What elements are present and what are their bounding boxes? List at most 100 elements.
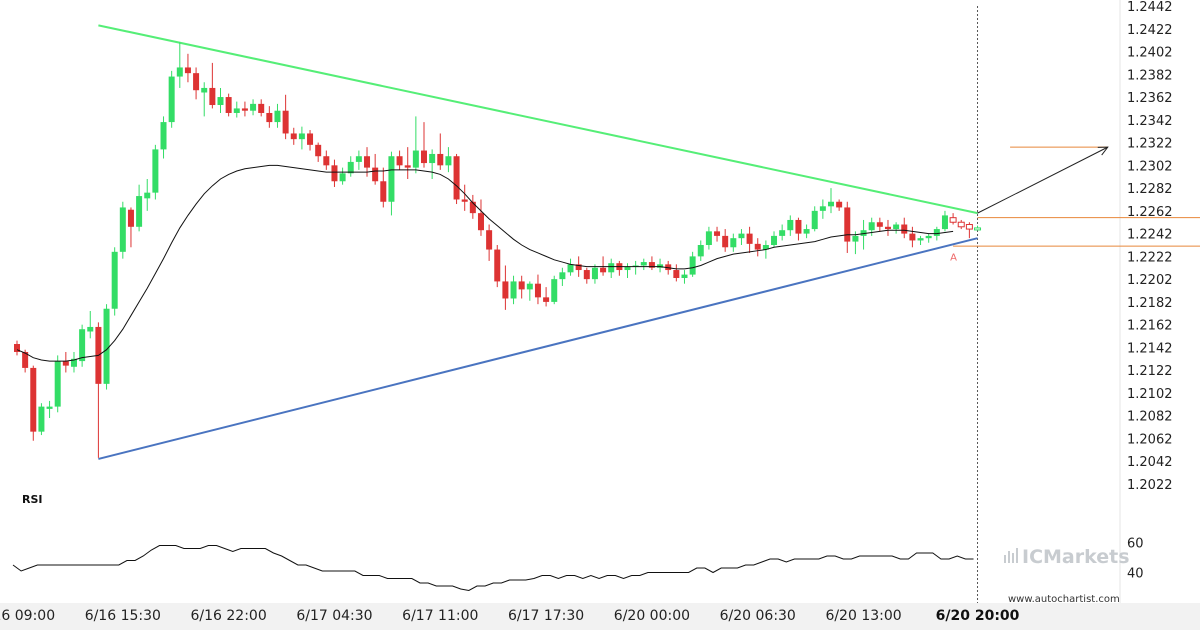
- candle-body: [477, 213, 484, 231]
- candle-body: [819, 206, 826, 211]
- projected-candles: [949, 213, 982, 239]
- arrow-head: [1097, 146, 1109, 156]
- candle-body: [209, 87, 216, 106]
- candle-body: [30, 367, 37, 432]
- candle-body: [583, 270, 590, 280]
- candle-body: [412, 150, 419, 168]
- candle-body: [290, 133, 297, 140]
- time-tick-label: 6/16 09:00: [0, 608, 55, 624]
- candle-body: [697, 245, 704, 257]
- candle-body: [201, 87, 208, 93]
- price-tick-label: 1.2262: [1127, 205, 1173, 220]
- time-tick-label: 6/16 15:30: [85, 608, 161, 624]
- rsi-tick-label: 60: [1127, 537, 1144, 552]
- price-tick-label: 1.2322: [1127, 137, 1173, 152]
- time-tick-label: 6/17 17:30: [508, 608, 584, 624]
- candle-body: [828, 201, 834, 207]
- resistance-line: [98, 24, 978, 215]
- rsi-panel: RSI 60 40: [12, 493, 1144, 592]
- candle-body: [526, 283, 533, 290]
- candle-body: [388, 156, 395, 202]
- candle-body: [429, 153, 436, 164]
- candle-body: [396, 156, 403, 166]
- candle-body: [665, 264, 672, 271]
- candle-body: [46, 406, 53, 409]
- candle-body: [119, 207, 126, 252]
- candle-body: [111, 251, 118, 309]
- candle-body: [160, 122, 167, 150]
- candle-body: [217, 97, 224, 106]
- candle-body: [274, 110, 281, 123]
- candle-body: [860, 230, 867, 236]
- candle-body: [453, 156, 460, 200]
- chart-bars-icon: [1004, 548, 1018, 563]
- time-tick-label: 6/17 04:30: [296, 608, 372, 624]
- candle-body: [258, 103, 265, 113]
- candle-body: [803, 229, 810, 234]
- price-axis: 1.2442 1.2422 1.2402 1.2382 1.2362 1.2342 1.23…: [1127, 0, 1173, 493]
- candle-body: [909, 233, 916, 241]
- candle-body: [298, 133, 305, 140]
- candle-body: [640, 262, 647, 266]
- candle-body: [518, 281, 525, 290]
- price-tick-label: 1.2142: [1127, 341, 1173, 356]
- candle-body: [754, 243, 761, 250]
- moving-average: [16, 164, 954, 362]
- candle-body: [38, 406, 45, 432]
- candle-body: [486, 230, 493, 250]
- projected-candle-body: [949, 217, 957, 223]
- candle-body: [14, 344, 20, 352]
- candle-body: [250, 103, 257, 111]
- price-tick-label: 1.2182: [1127, 296, 1173, 311]
- candle-body: [331, 165, 338, 182]
- candle-body: [925, 235, 932, 239]
- candle-body: [811, 210, 818, 230]
- candle-body: [746, 233, 753, 244]
- moving-average-line: [16, 164, 954, 362]
- price-tick-label: 1.2342: [1127, 114, 1173, 129]
- candle-body: [844, 207, 851, 242]
- candle-body: [941, 215, 948, 230]
- candle-body: [681, 274, 688, 279]
- candle-body: [624, 266, 631, 271]
- candle-body: [933, 229, 940, 236]
- candle-body: [771, 235, 778, 245]
- candle-body: [22, 351, 29, 368]
- candle-body: [347, 161, 354, 174]
- price-tick-label: 1.2302: [1127, 159, 1173, 174]
- breakout-arrow-line: [977, 146, 1108, 214]
- candle-body: [762, 245, 769, 250]
- candle-body: [404, 165, 411, 168]
- candle-body: [705, 231, 712, 245]
- candle-body: [233, 108, 240, 113]
- candle-body: [54, 361, 61, 407]
- price-tick-label: 1.2282: [1127, 182, 1173, 197]
- candle-body: [323, 156, 330, 166]
- time-tick-label: 6/17 11:00: [402, 608, 478, 624]
- candle-body: [225, 97, 232, 113]
- candle-body: [559, 272, 566, 280]
- candle-body: [779, 230, 786, 236]
- candle-body: [787, 219, 794, 231]
- candle-body: [355, 156, 362, 162]
- candle-body: [380, 181, 387, 202]
- price-tick-label: 1.2082: [1127, 410, 1173, 425]
- candle-body: [372, 167, 379, 182]
- time-tick-label: 6/20 06:30: [720, 608, 796, 624]
- candle-body: [364, 156, 371, 168]
- candle-body: [738, 233, 745, 239]
- candle-body: [144, 192, 151, 199]
- candle-body: [534, 283, 541, 298]
- price-tick-label: 1.2042: [1127, 455, 1173, 470]
- price-tick-label: 1.2062: [1127, 432, 1173, 447]
- rsi-label: RSI: [22, 493, 43, 506]
- candle-body: [339, 173, 346, 182]
- candle-body: [315, 144, 322, 157]
- candle-body: [168, 76, 175, 123]
- candle-body: [184, 67, 191, 74]
- candle-body: [152, 149, 159, 193]
- candle-body: [795, 219, 802, 234]
